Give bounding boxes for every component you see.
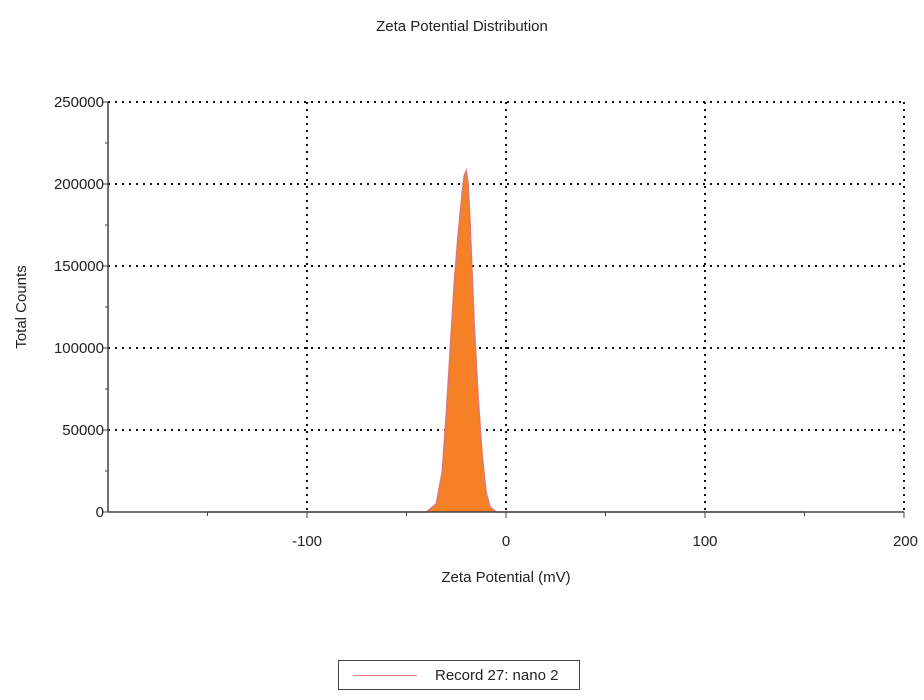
y-tick-label: 100000	[54, 340, 104, 357]
x-tick-label: 100	[692, 533, 717, 550]
x-tick-label: 0	[502, 533, 510, 550]
y-tick-label: 0	[96, 504, 104, 521]
axes	[102, 101, 905, 518]
grid-lines	[108, 101, 905, 512]
y-tick-label: 150000	[54, 258, 104, 275]
y-axis-label: Total Counts	[13, 265, 30, 348]
x-tick-label: 200	[893, 533, 918, 550]
data-series	[207, 168, 805, 513]
series-line-0	[207, 168, 805, 513]
legend: Record 27: nano 2	[338, 660, 580, 690]
legend-label: Record 27: nano 2	[435, 666, 559, 684]
chart-title: Zeta Potential Distribution	[376, 18, 548, 35]
y-tick-label: 200000	[54, 176, 104, 193]
x-axis-label: Zeta Potential (mV)	[441, 569, 570, 586]
y-tick-label: 250000	[54, 94, 104, 111]
legend-swatch	[353, 674, 417, 676]
y-tick-label: 50000	[62, 422, 104, 439]
x-tick-label: -100	[292, 533, 322, 550]
tick-labels: 0 50000 100000 150000 200000 250000 -100 0 100 20…	[54, 94, 918, 550]
